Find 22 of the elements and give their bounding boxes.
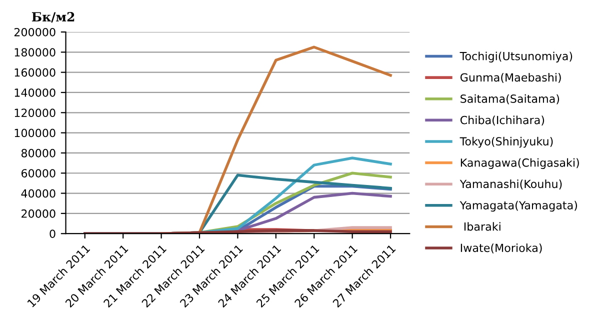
legend-label: Yamagata(Yamagata)	[460, 200, 578, 212]
legend-label: Tokyo(Shinjyuku)	[460, 136, 553, 148]
y-tick-label: 180000	[14, 48, 56, 57]
y-tick-label: 100000	[14, 128, 56, 138]
y-tick-label: 60000	[21, 169, 56, 178]
y-tick-label: 200000	[14, 28, 56, 36]
legend-label: Gunma(Maebashi)	[460, 73, 561, 83]
y-tick-label: 140000	[14, 88, 56, 97]
y-tick-label: 40000	[21, 189, 56, 198]
y-tick-label: 160000	[14, 68, 56, 77]
y-tick-label: 120000	[14, 108, 56, 118]
y-tick-label: 80000	[21, 148, 56, 158]
y-tick-label: 0	[50, 230, 56, 238]
legend-label: Chiba(Ichihara)	[460, 116, 544, 126]
legend-label: Iwate(Morioka)	[460, 243, 542, 254]
y-axis-title: Бк/м2	[32, 12, 74, 22]
legend-label: Yamanashi(Kouhu)	[460, 180, 562, 190]
y-tick-label: 20000	[22, 209, 56, 218]
legend-label: Ibaraki	[464, 222, 500, 231]
legend-label: Kanagawa(Chigasaki)	[460, 158, 579, 169]
legend-label: Tochigi(Utsunomiya)	[460, 52, 572, 62]
legend-label: Saitama(Saitama)	[460, 94, 560, 104]
